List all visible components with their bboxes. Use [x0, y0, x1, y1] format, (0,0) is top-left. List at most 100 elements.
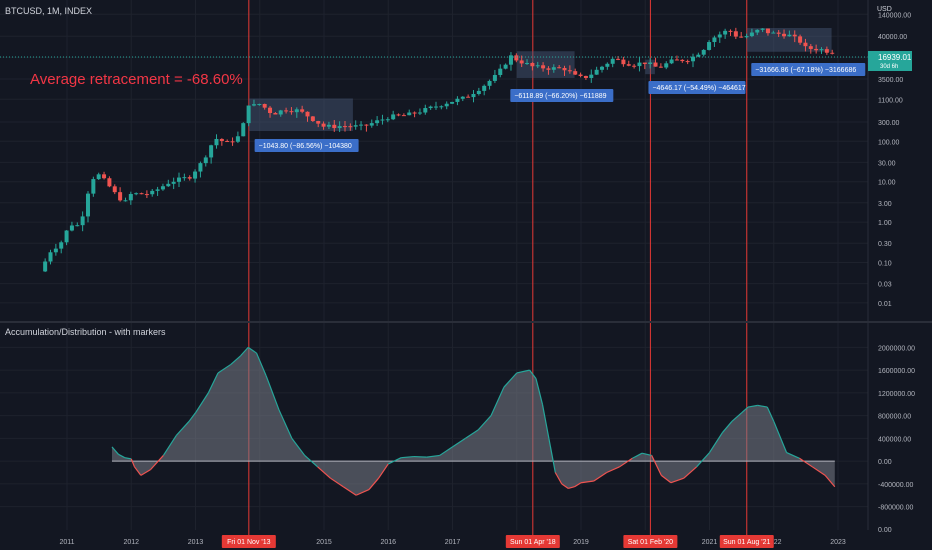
candle: [696, 52, 701, 58]
candle: [69, 221, 74, 232]
candle: [771, 30, 776, 34]
time-tick-label: 2017: [445, 539, 461, 546]
candle: [664, 61, 669, 70]
ad-line-segment: [567, 486, 575, 490]
measure-box-label: −4646.17 (−54.49%) −464617: [652, 85, 745, 92]
candle: [632, 63, 637, 69]
candle: [814, 44, 819, 54]
candle: [707, 40, 712, 51]
price-tick-label: 10.00: [878, 180, 896, 187]
ad-line-segment: [426, 454, 440, 458]
ad-tick-label: 0.00: [878, 527, 892, 534]
ad-line-segment: [606, 466, 620, 474]
candle: [91, 176, 96, 197]
ad-indicator: [111, 346, 836, 496]
candle: [776, 30, 781, 37]
candle: [305, 111, 310, 122]
ad-line-segment: [757, 404, 768, 408]
candle: [450, 101, 455, 105]
ad-line-segment: [651, 455, 662, 476]
average-retracement-annotation: Average retracement = -68.60%: [30, 71, 243, 88]
time-tick-label: 2023: [830, 539, 846, 546]
ad-line-segment: [342, 486, 357, 496]
candle: [171, 177, 176, 190]
candle: [546, 66, 551, 75]
candle: [102, 171, 107, 180]
candle: [562, 65, 567, 76]
candle: [749, 28, 754, 38]
ad-line-segment: [574, 482, 582, 488]
current-price-badge: 16939.01 30d 6h: [868, 51, 912, 71]
ad-line-segment: [541, 404, 550, 439]
ad-line-segment: [355, 489, 370, 496]
ad-area-fill: [111, 347, 835, 496]
time-tick-label: 2015: [316, 539, 332, 546]
ad-line-segment: [554, 472, 563, 485]
candle: [492, 69, 497, 84]
candle: [43, 258, 48, 273]
time-axis[interactable]: 2011 2012 2013 2015 2016 2017 2019 2021 2022 2023…: [59, 535, 846, 548]
ad-line-segment: [207, 372, 219, 394]
measure-box[interactable]: −6118.89 (−66.20%) −611889: [510, 51, 614, 102]
candle: [85, 191, 90, 223]
highlight-date-label: Sun 01 Apr '18: [510, 539, 556, 546]
candle: [434, 101, 439, 110]
ad-line-segment: [766, 406, 775, 422]
candle: [792, 30, 797, 43]
indicator-axis[interactable]: 2000000.00 1600000.00 1200000.00 800000.00 4…: [878, 345, 915, 534]
candle: [712, 35, 717, 47]
candle: [284, 107, 289, 114]
ad-line-segment: [317, 466, 331, 479]
candle: [209, 144, 214, 164]
candle: [498, 64, 503, 78]
candle: [530, 62, 535, 71]
candle: [760, 28, 765, 33]
candle: [466, 94, 471, 98]
candle: [583, 75, 588, 80]
candle: [278, 109, 283, 117]
candle: [626, 60, 631, 67]
time-tick-label: 2016: [380, 539, 396, 546]
candle: [460, 96, 465, 102]
highlight-date-badge: Fri 01 Nov '13: [221, 535, 276, 548]
candle: [246, 105, 251, 127]
candle: [203, 155, 208, 167]
candle: [187, 175, 192, 181]
price-tick-label: 40000.00: [878, 34, 907, 41]
highlight-date-label: Sun 01 Aug '21: [723, 539, 770, 546]
candle: [787, 30, 792, 37]
candle: [508, 52, 513, 71]
ad-line-segment: [247, 346, 257, 354]
price-tick-label: 3500.00: [878, 77, 903, 84]
price-tick-label: 30.00: [878, 160, 896, 167]
ad-tick-label: 2000000.00: [878, 345, 915, 352]
candle: [359, 121, 364, 131]
candle: [337, 121, 342, 133]
candle: [273, 112, 278, 115]
ad-line-segment: [265, 375, 280, 411]
time-tick-label: 2011: [59, 539, 74, 546]
candle: [375, 116, 380, 126]
ad-line-segment: [140, 469, 151, 476]
ad-line-segment: [133, 466, 142, 476]
highlight-date-label: Sat 01 Feb '20: [628, 539, 673, 546]
ad-line-segment: [490, 386, 505, 416]
ad-line-segment: [118, 453, 126, 459]
ad-tick-label: 0.00: [878, 459, 892, 466]
candle: [48, 249, 53, 265]
ad-line-segment: [683, 466, 698, 479]
candle: [728, 29, 733, 36]
candle: [59, 240, 64, 254]
ad-line-segment: [150, 455, 164, 471]
ad-line-segment: [516, 369, 530, 374]
price-tick-label: 100.00: [878, 139, 900, 146]
candle: [96, 172, 101, 181]
ad-line-segment: [304, 454, 318, 468]
candle: [428, 105, 433, 110]
candle: [53, 243, 58, 256]
candle: [294, 107, 299, 118]
ad-line-segment: [368, 477, 380, 490]
candle: [637, 57, 642, 72]
ad-line-segment: [452, 437, 466, 448]
